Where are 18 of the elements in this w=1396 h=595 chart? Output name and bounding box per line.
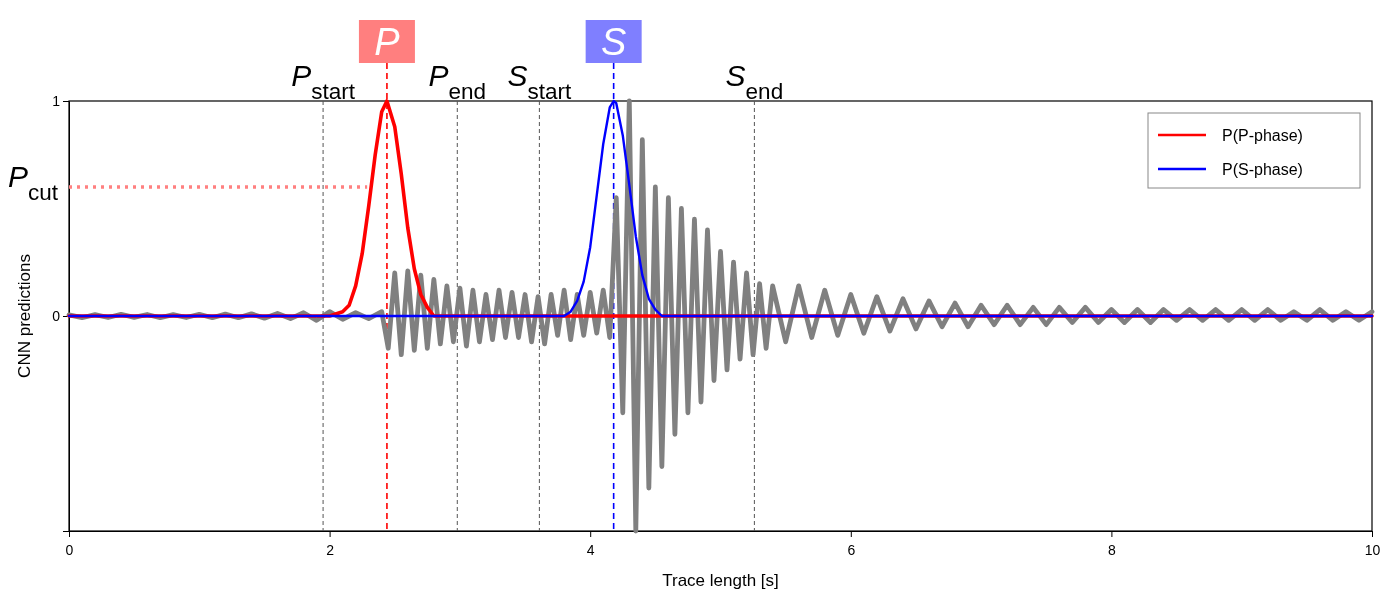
x-tick-label: 2 [326,542,335,559]
y-axis-title: CNN predictions [15,254,34,378]
x-tick-label: 4 [586,542,595,559]
x-tick-label: 6 [847,542,856,559]
legend-label: P(S-phase) [1222,161,1303,178]
ref-line-label: S [600,21,627,63]
ref-line-label: S$_{end}$ [725,59,784,104]
ref-line-label: P$_{end}$ [428,59,487,104]
x-tick-label: 8 [1108,542,1116,559]
ref-line-label: P$_{start}$ [291,59,356,104]
x-axis-title: Trace length [s] [662,571,779,590]
ref-line-label: S$_{start}$ [507,59,573,104]
ref-line-label: P [374,21,401,63]
y-tick-label: 1 [52,92,61,109]
x-tick-label: 0 [65,542,74,559]
x-tick-label: 10 [1364,542,1381,559]
ref-line-label: P$_{cut}$ [8,160,59,205]
legend-label: P(P-phase) [1222,127,1303,144]
